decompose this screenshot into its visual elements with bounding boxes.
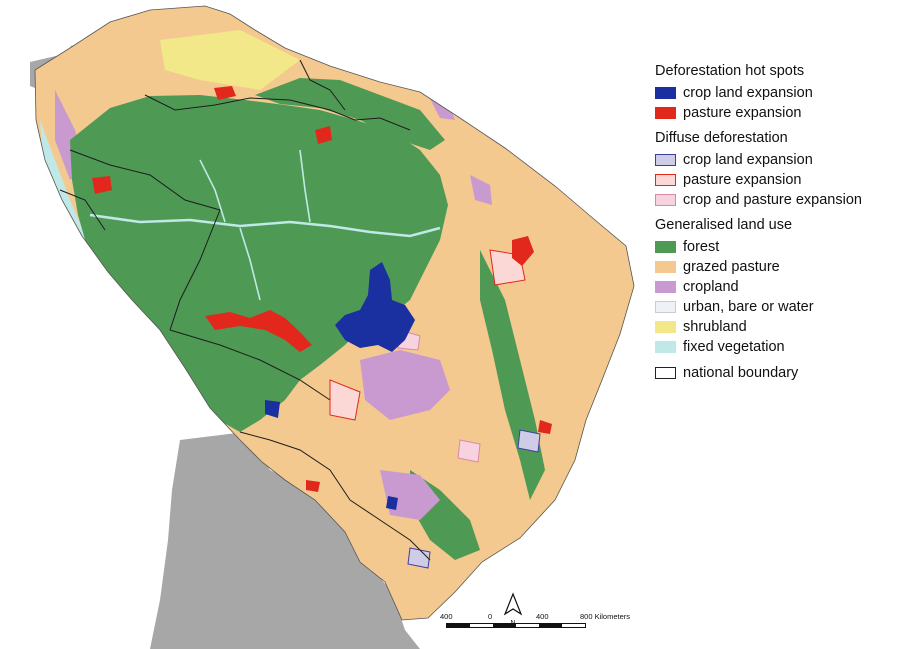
southern-cone-land — [150, 432, 420, 649]
legend-label: crop land expansion — [683, 85, 813, 101]
hotspot-pasture-a — [205, 310, 312, 352]
legend-item-diffuse-pasture: pasture expansion — [655, 170, 900, 190]
scale-ticks: 400 0 400 800 Kilometers — [430, 612, 650, 622]
hotspot-pasture-f — [538, 420, 552, 434]
diffuse-crop-pasture-b — [457, 439, 481, 463]
legend-diffuse: Diffuse deforestation crop land expansio… — [655, 129, 900, 210]
northeast-cropland — [470, 175, 492, 205]
legend-label: grazed pasture — [683, 259, 780, 275]
swatch-diffuse-pasture — [655, 174, 676, 186]
legend-item-cropland: cropland — [655, 277, 900, 297]
coastline — [34, 5, 635, 621]
amazon-river — [89, 213, 441, 238]
legend-item-urban: urban, bare or water — [655, 297, 900, 317]
legend-label: crop and pasture expansion — [683, 192, 862, 208]
legend-label: national boundary — [683, 365, 799, 381]
hotspot-pasture-c — [512, 236, 534, 266]
legend-label: pasture expansion — [683, 105, 802, 121]
swatch-urban — [655, 301, 676, 313]
swatch-cropland — [655, 281, 676, 293]
scale-tick: 0 — [488, 612, 493, 621]
scale-tick: 400 — [536, 612, 549, 621]
legend-label: cropland — [683, 279, 739, 295]
diffuse-crop-a — [517, 429, 541, 453]
cerrado-cropland — [360, 350, 450, 420]
legend-item-boundary: national boundary — [655, 363, 900, 383]
hotspot-crop-mato-grosso — [335, 262, 415, 352]
hotspot-crop-small-a — [90, 265, 102, 290]
legend-item-forest: forest — [655, 237, 900, 257]
scale-bar-graphic — [446, 623, 586, 628]
swatch-hotspot-crop — [655, 87, 676, 99]
hotspot-pasture-d — [315, 126, 332, 144]
tributary-river — [199, 149, 311, 301]
hotspot-pasture-g — [306, 480, 320, 492]
swatch-boundary — [655, 367, 676, 379]
legend-hotspots-title: Deforestation hot spots — [655, 63, 805, 79]
hotspot-pasture-b — [92, 176, 112, 194]
legend-item-grazed-pasture: grazed pasture — [655, 257, 900, 277]
swatch-fixed-vegetation — [655, 341, 676, 353]
legend-item-diffuse-crop-pasture: crop and pasture expansion — [655, 190, 900, 210]
legend-label: fixed vegetation — [683, 339, 785, 355]
swatch-grazed-pasture — [655, 261, 676, 273]
swatch-shrubland — [655, 321, 676, 333]
legend-item-shrubland: shrubland — [655, 317, 900, 337]
legend-label: urban, bare or water — [683, 299, 814, 315]
llanos-shrubland — [160, 30, 300, 90]
legend-label: crop land expansion — [683, 152, 813, 168]
swatch-hotspot-pasture — [655, 107, 676, 119]
legend-landuse-title: Generalised land use — [655, 217, 793, 233]
legend-hotspots: Deforestation hot spots crop land expans… — [655, 62, 900, 123]
hotspot-pasture-e — [214, 86, 236, 100]
legend-label: forest — [683, 239, 720, 255]
legend-landuse: Generalised land use forest grazed pastu… — [655, 216, 900, 357]
diffuse-pasture-a — [329, 379, 361, 421]
legend-diffuse-title: Diffuse deforestation — [655, 130, 788, 146]
national-boundaries — [59, 59, 431, 561]
legend-item-fixed-vegetation: fixed vegetation — [655, 337, 900, 357]
legend-item-hotspot-pasture: pasture expansion — [655, 103, 900, 123]
swatch-forest — [655, 241, 676, 253]
hotspot-crop-small-b — [265, 400, 280, 418]
legend-label: shrubland — [683, 319, 747, 335]
scale-tick: 400 — [440, 612, 453, 621]
scale-bar: 400 0 400 800 Kilometers — [430, 612, 650, 638]
swatch-diffuse-crop — [655, 154, 676, 166]
map-legend: Deforestation hot spots crop land expans… — [655, 62, 900, 383]
legend-label: pasture expansion — [683, 172, 802, 188]
legend-item-diffuse-crop: crop land expansion — [655, 150, 900, 170]
swatch-diffuse-crop-pasture — [655, 194, 676, 206]
legend-item-hotspot-crop: crop land expansion — [655, 83, 900, 103]
scale-tick: 800 Kilometers — [580, 612, 631, 621]
diffuse-crop-b — [407, 547, 431, 569]
hotspot-crop-small-c — [386, 496, 398, 510]
guiana-forest — [255, 78, 445, 150]
